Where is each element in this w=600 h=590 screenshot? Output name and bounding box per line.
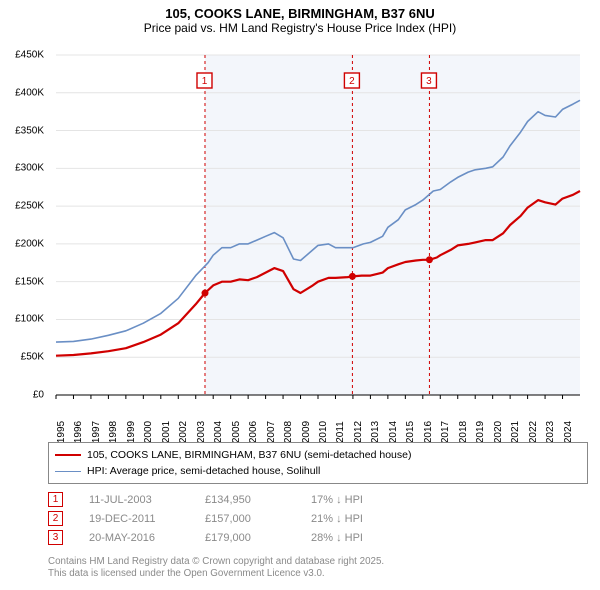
x-tick-label: 1996 (73, 421, 84, 443)
x-tick-label: 2022 (528, 421, 539, 443)
x-tick-label: 2009 (301, 421, 312, 443)
y-tick-label: £50K (0, 352, 44, 363)
x-tick-label: 2015 (405, 421, 416, 443)
transaction-price: £179,000 (205, 532, 285, 544)
legend-row: 105, COOKS LANE, BIRMINGHAM, B37 6NU (se… (55, 448, 581, 463)
x-tick-label: 2013 (370, 421, 381, 443)
y-tick-label: £150K (0, 276, 44, 287)
transactions-table: 1 11-JUL-2003 £134,950 17% ↓ HPI 2 19-DEC-201… (48, 488, 588, 549)
legend-row: HPI: Average price, semi-detached house,… (55, 464, 581, 479)
x-tick-label: 2001 (161, 421, 172, 443)
transaction-price: £157,000 (205, 513, 285, 525)
title-main: 105, COOKS LANE, BIRMINGHAM, B37 6NU (0, 6, 600, 21)
chart-legend: 105, COOKS LANE, BIRMINGHAM, B37 6NU (se… (48, 442, 588, 484)
x-tick-label: 2014 (388, 421, 399, 443)
y-tick-label: £400K (0, 87, 44, 98)
x-tick-label: 1995 (56, 421, 67, 443)
x-tick-label: 1998 (108, 421, 119, 443)
svg-text:2: 2 (349, 76, 355, 87)
transaction-row: 3 20-MAY-2016 £179,000 28% ↓ HPI (48, 530, 588, 545)
x-tick-label: 2003 (196, 421, 207, 443)
x-tick-label: 2021 (510, 421, 521, 443)
x-tick-label: 2008 (283, 421, 294, 443)
legend-swatch (55, 471, 81, 472)
x-tick-label: 2019 (475, 421, 486, 443)
transaction-row: 1 11-JUL-2003 £134,950 17% ↓ HPI (48, 492, 588, 507)
legend-swatch (55, 454, 81, 456)
svg-text:3: 3 (426, 76, 432, 87)
title-sub: Price paid vs. HM Land Registry's House … (0, 21, 600, 35)
y-tick-label: £450K (0, 50, 44, 61)
x-tick-label: 2005 (231, 421, 242, 443)
x-tick-label: 2023 (545, 421, 556, 443)
x-tick-label: 2024 (563, 421, 574, 443)
transaction-badge: 1 (48, 492, 63, 507)
x-tick-label: 2000 (143, 421, 154, 443)
transaction-delta: 21% ↓ HPI (311, 513, 391, 525)
x-tick-label: 2020 (493, 421, 504, 443)
y-axis-labels: £0 £50K £100K £150K £200K £250K £300K £350K £400… (0, 50, 46, 430)
transaction-date: 11-JUL-2003 (89, 494, 179, 506)
y-tick-label: £100K (0, 314, 44, 325)
x-tick-label: 2012 (353, 421, 364, 443)
x-tick-label: 1999 (126, 421, 137, 443)
price-chart: 1 2 3 (48, 50, 588, 430)
x-tick-label: 2007 (266, 421, 277, 443)
y-tick-label: £250K (0, 201, 44, 212)
x-tick-label: 2018 (458, 421, 469, 443)
y-tick-label: £200K (0, 238, 44, 249)
x-tick-label: 1997 (91, 421, 102, 443)
legend-label: 105, COOKS LANE, BIRMINGHAM, B37 6NU (se… (87, 448, 411, 463)
transaction-price: £134,950 (205, 494, 285, 506)
svg-text:1: 1 (202, 76, 208, 87)
transaction-delta: 28% ↓ HPI (311, 532, 391, 544)
x-tick-label: 2002 (178, 421, 189, 443)
transaction-delta: 17% ↓ HPI (311, 494, 391, 506)
footer-line: Contains HM Land Registry data © Crown c… (48, 556, 384, 568)
legend-label: HPI: Average price, semi-detached house,… (87, 464, 320, 479)
footer-attribution: Contains HM Land Registry data © Crown c… (48, 556, 384, 580)
y-tick-label: £0 (0, 390, 44, 401)
x-tick-label: 2017 (440, 421, 451, 443)
y-tick-label: £350K (0, 125, 44, 136)
x-tick-label: 2016 (423, 421, 434, 443)
x-tick-label: 2004 (213, 421, 224, 443)
x-tick-label: 2010 (318, 421, 329, 443)
transaction-date: 19-DEC-2011 (89, 513, 179, 525)
transaction-row: 2 19-DEC-2011 £157,000 21% ↓ HPI (48, 511, 588, 526)
x-tick-label: 2011 (335, 421, 346, 443)
transaction-badge: 2 (48, 511, 63, 526)
title-block: 105, COOKS LANE, BIRMINGHAM, B37 6NU Pri… (0, 0, 600, 37)
x-axis-labels: 1995199619971998199920002001200220032004… (48, 432, 588, 442)
footer-line: This data is licensed under the Open Gov… (48, 568, 384, 580)
y-tick-label: £300K (0, 163, 44, 174)
transaction-badge: 3 (48, 530, 63, 545)
x-tick-label: 2006 (248, 421, 259, 443)
transaction-date: 20-MAY-2016 (89, 532, 179, 544)
